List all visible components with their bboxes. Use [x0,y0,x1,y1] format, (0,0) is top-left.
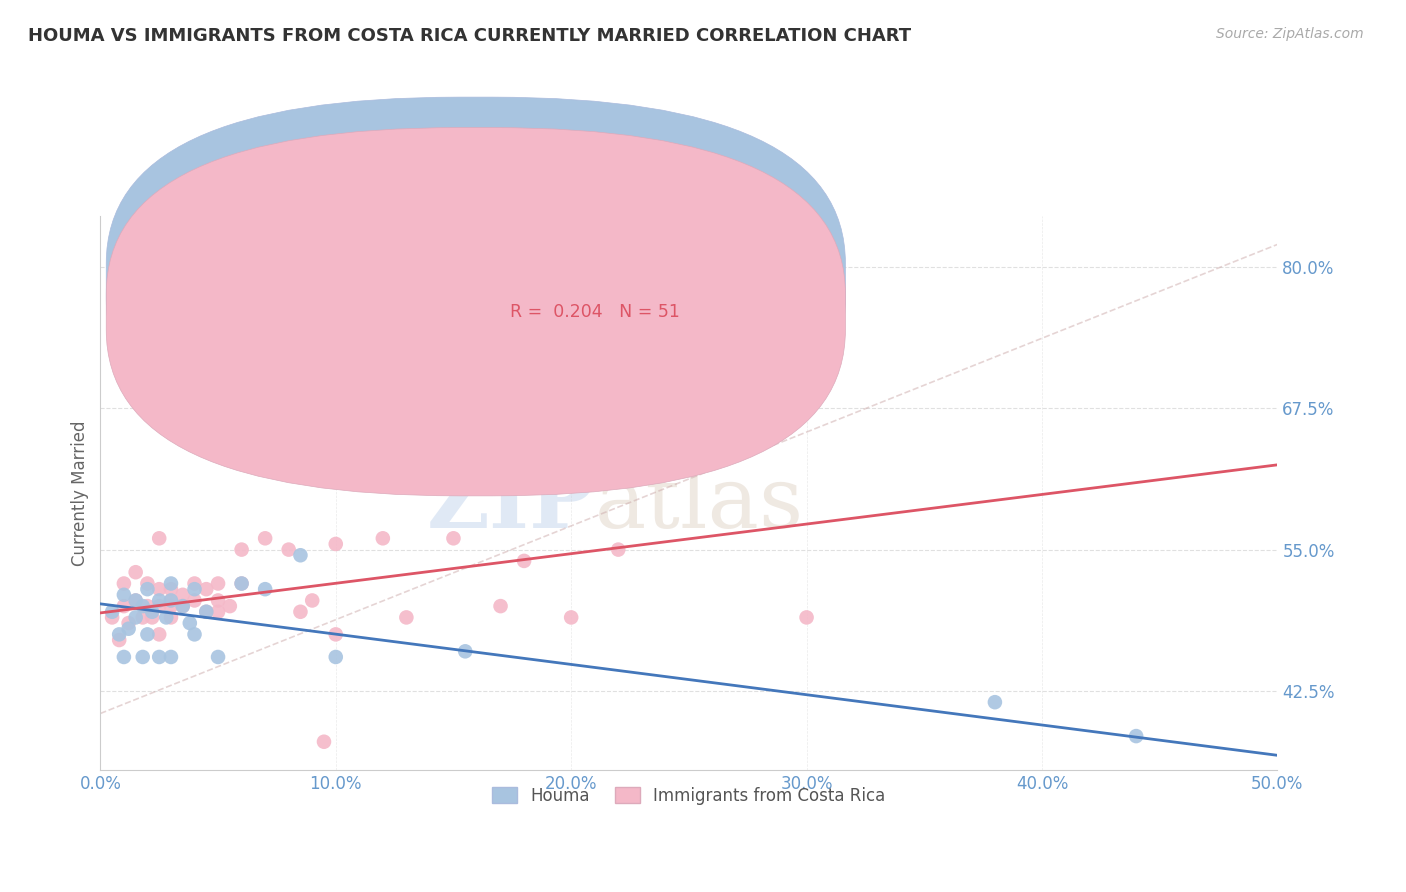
Y-axis label: Currently Married: Currently Married [72,420,89,566]
Point [266,395,288,409]
Point [124,593,146,607]
Point [489,599,512,614]
Point [108,627,131,641]
Point [1125,729,1147,743]
Point [132,610,155,624]
Point [395,610,418,624]
FancyBboxPatch shape [107,128,845,496]
Point [290,605,312,619]
Point [207,593,229,607]
Point [218,599,240,614]
Point [207,605,229,619]
Point [984,695,1007,709]
Point [254,390,277,404]
Point [112,599,135,614]
Point [207,576,229,591]
FancyBboxPatch shape [107,97,845,466]
Point [172,599,194,614]
Point [136,582,159,596]
Point [179,616,201,631]
Point [443,531,465,545]
Text: Source: ZipAtlas.com: Source: ZipAtlas.com [1216,27,1364,41]
Point [136,627,159,641]
Point [560,610,582,624]
Point [290,548,312,562]
Text: ZIP: ZIP [427,462,595,546]
Point [160,593,183,607]
Point [172,588,194,602]
Point [141,605,163,619]
Point [160,576,183,591]
Point [148,599,170,614]
Point [349,339,371,353]
Point [371,531,394,545]
Point [277,542,299,557]
Point [254,531,277,545]
Point [195,582,218,596]
Point [301,593,323,607]
Point [465,339,488,353]
Point [132,599,155,614]
FancyBboxPatch shape [441,247,759,343]
Text: atlas: atlas [595,463,804,546]
Text: HOUMA VS IMMIGRANTS FROM COSTA RICA CURRENTLY MARRIED CORRELATION CHART: HOUMA VS IMMIGRANTS FROM COSTA RICA CURR… [28,27,911,45]
Legend: Houma, Immigrants from Costa Rica: Houma, Immigrants from Costa Rica [485,780,893,812]
Point [132,650,155,665]
Point [108,633,131,648]
Point [124,565,146,579]
Point [172,599,194,614]
Point [136,599,159,614]
Point [136,576,159,591]
Point [160,610,183,624]
Point [454,644,477,658]
Point [148,593,170,607]
Point [231,576,253,591]
Point [254,582,277,596]
Point [325,650,347,665]
Point [231,576,253,591]
Point [325,537,347,551]
Point [117,622,139,636]
Point [160,593,183,607]
Point [242,395,264,409]
Point [112,588,135,602]
Point [513,554,536,568]
Point [183,576,205,591]
Point [207,650,229,665]
Point [148,531,170,545]
Point [183,593,205,607]
Text: R =  0.204   N = 51: R = 0.204 N = 51 [510,302,681,321]
Point [231,542,253,557]
Point [124,610,146,624]
Point [141,610,163,624]
Point [160,599,183,614]
Point [195,605,218,619]
Point [796,610,818,624]
Point [607,542,630,557]
Point [112,576,135,591]
Point [183,627,205,641]
Point [148,650,170,665]
Point [117,616,139,631]
Point [195,605,218,619]
Point [160,650,183,665]
Point [148,582,170,596]
Point [101,605,124,619]
Text: R = -0.367   N = 31: R = -0.367 N = 31 [510,272,681,290]
Point [124,593,146,607]
Point [160,582,183,596]
Point [101,610,124,624]
Point [325,627,347,641]
Point [312,735,335,749]
Point [183,582,205,596]
Point [155,610,177,624]
Point [148,627,170,641]
Point [112,650,135,665]
